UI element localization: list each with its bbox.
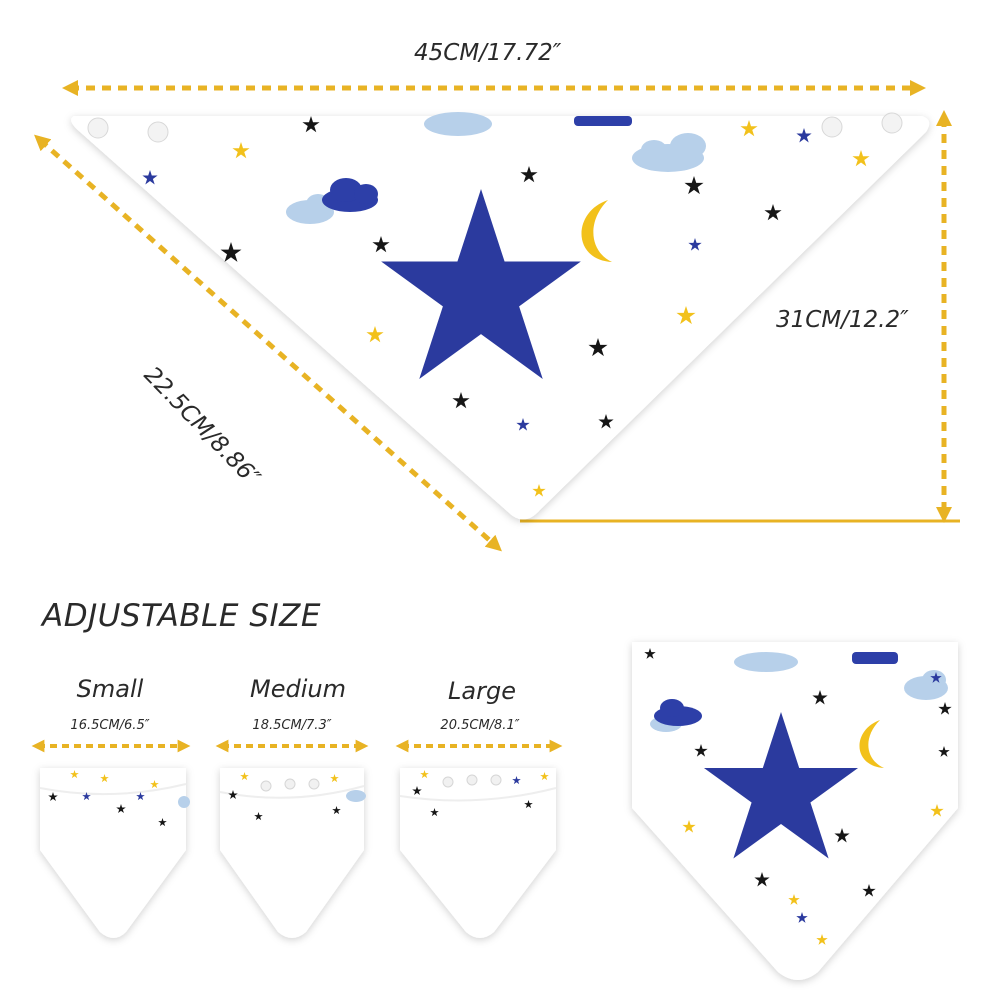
size-small-measure: 16.5CM/6.5″ [30, 718, 190, 733]
snap-button-icon [491, 775, 501, 785]
adjustable-size-heading: ADJUSTABLE SIZE [42, 598, 321, 634]
snap-button-icon [309, 779, 319, 789]
snap-button-icon [261, 781, 271, 791]
snap-button-icon [285, 779, 295, 789]
size-medium-measure: 18.5CM/7.3″ [212, 718, 372, 733]
size-large-measure: 20.5CM/8.1″ [400, 718, 560, 733]
snap-button-icon [882, 113, 902, 133]
height-dimension-label: 31CM/12.2″ [776, 307, 909, 333]
size-medium-label: Medium [218, 675, 378, 703]
snap-button-icon [148, 122, 168, 142]
cloud-icon [346, 790, 366, 802]
snap-button-icon [822, 117, 842, 137]
folded-bib-medium [220, 768, 364, 938]
snap-button-icon [467, 775, 477, 785]
size-small-label: Small [30, 675, 190, 703]
size-large-label: Large [402, 677, 562, 705]
cloud-icon [178, 796, 190, 808]
snap-button-icon [88, 118, 108, 138]
width-dimension-label: 45CM/17.72″ [414, 40, 561, 66]
snap-button-icon [443, 777, 453, 787]
